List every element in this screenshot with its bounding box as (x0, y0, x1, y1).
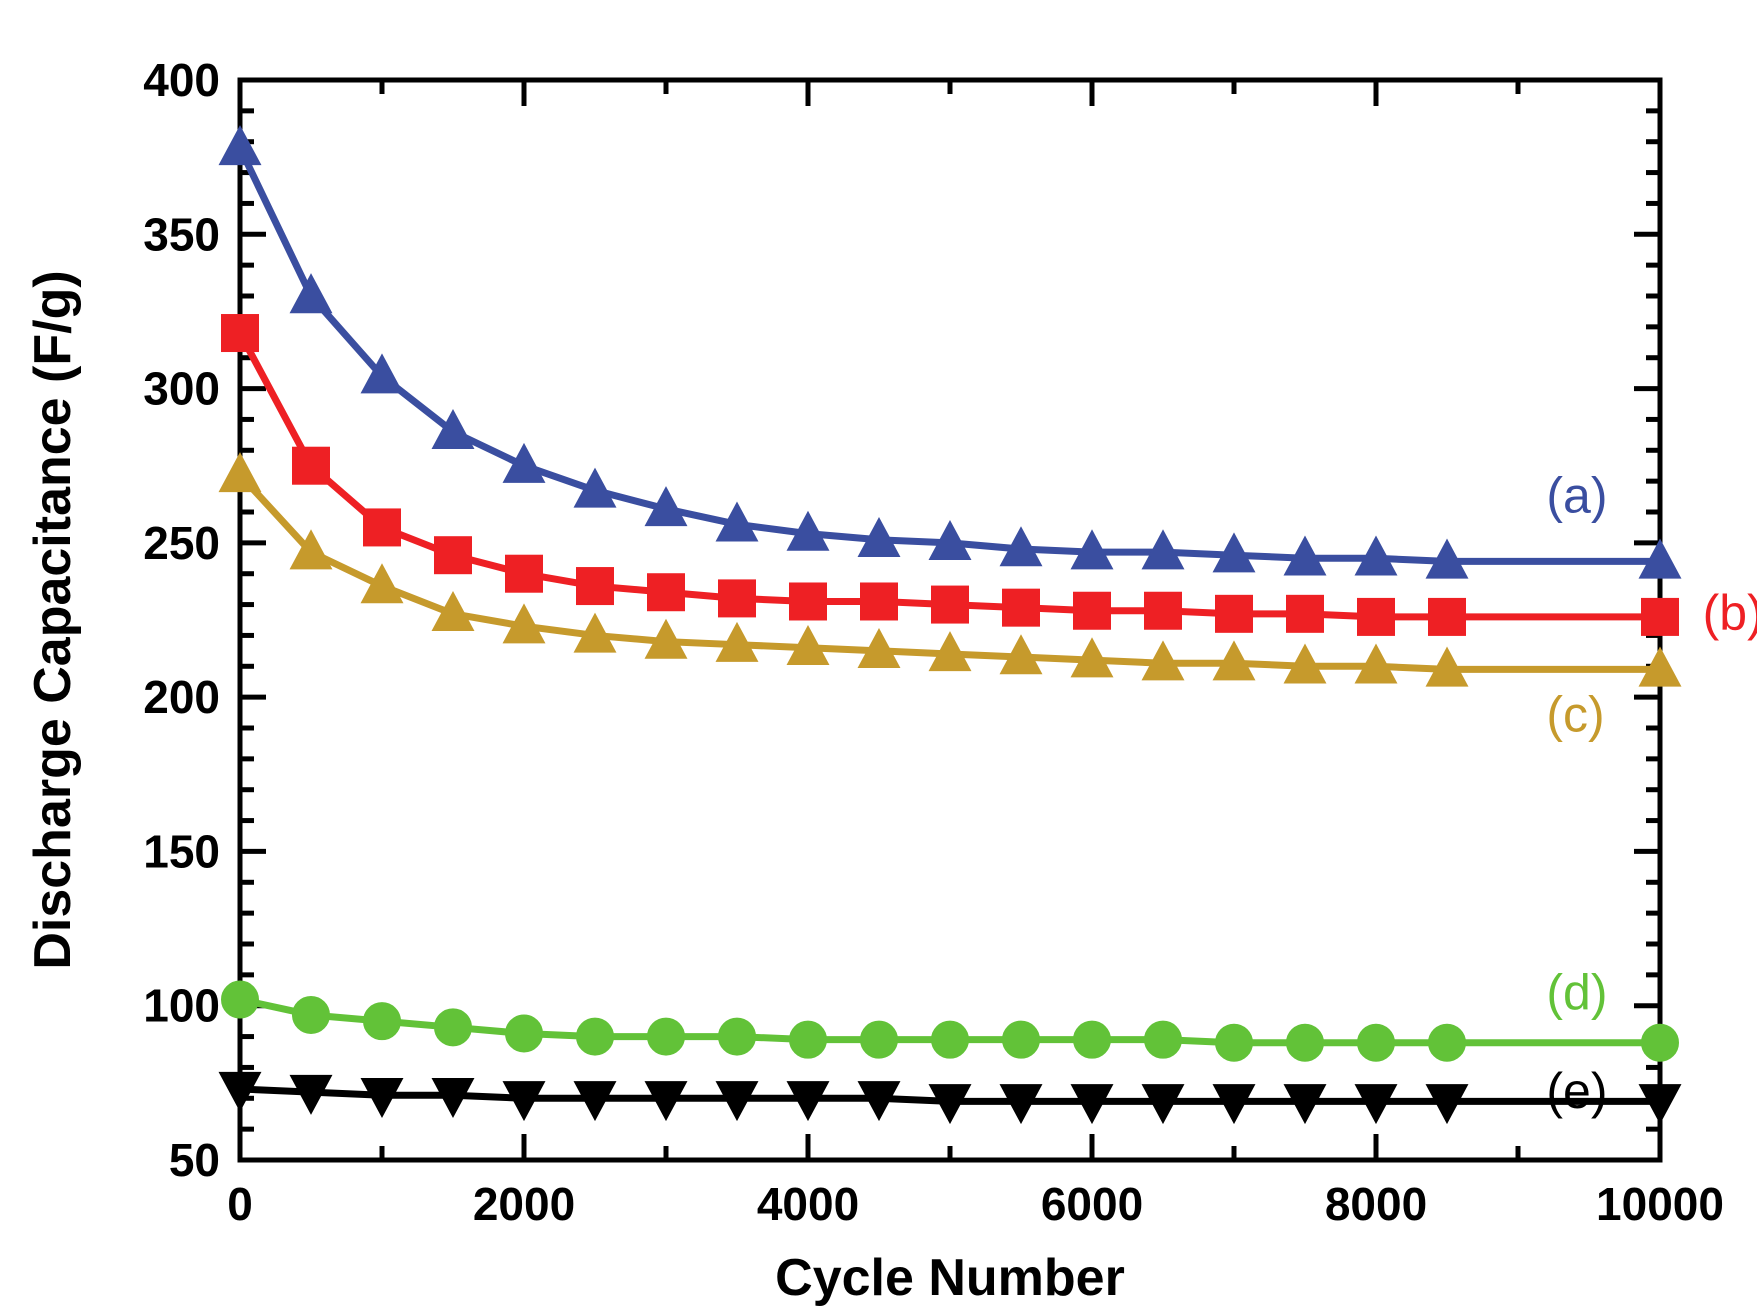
y-tick-label: 400 (143, 54, 220, 106)
y-tick-label: 250 (143, 517, 220, 569)
y-tick-label: 300 (143, 363, 220, 415)
x-axis-label: Cycle Number (775, 1249, 1125, 1307)
chart-svg: 0 2000 4000 6000 8000 10000 50 100 150 200 250 300 3… (0, 0, 1757, 1312)
x-tick-label: 0 (227, 1178, 253, 1230)
y-tick-label: 100 (143, 980, 220, 1032)
chart-container: 0 2000 4000 6000 8000 10000 50 100 150 200 250 300 3… (0, 0, 1757, 1312)
series-label-a: (a) (1546, 468, 1607, 524)
y-tick-label: 200 (143, 671, 220, 723)
y-tick-label: 50 (169, 1134, 220, 1186)
series-label-e: (e) (1546, 1063, 1607, 1119)
y-axis-label: Discharge Capacitance (F/g) (24, 270, 82, 969)
x-tick-label: 2000 (473, 1178, 575, 1230)
y-tick-label: 150 (143, 825, 220, 877)
series-label-d: (d) (1546, 964, 1607, 1020)
y-tick-label: 350 (143, 208, 220, 260)
x-tick-label: 8000 (1325, 1178, 1427, 1230)
x-tick-label: 10000 (1596, 1178, 1724, 1230)
x-tick-label: 6000 (1041, 1178, 1143, 1230)
series-label-c: (c) (1546, 687, 1604, 743)
series-label-b: (b) (1703, 585, 1757, 641)
x-tick-label: 4000 (757, 1178, 859, 1230)
